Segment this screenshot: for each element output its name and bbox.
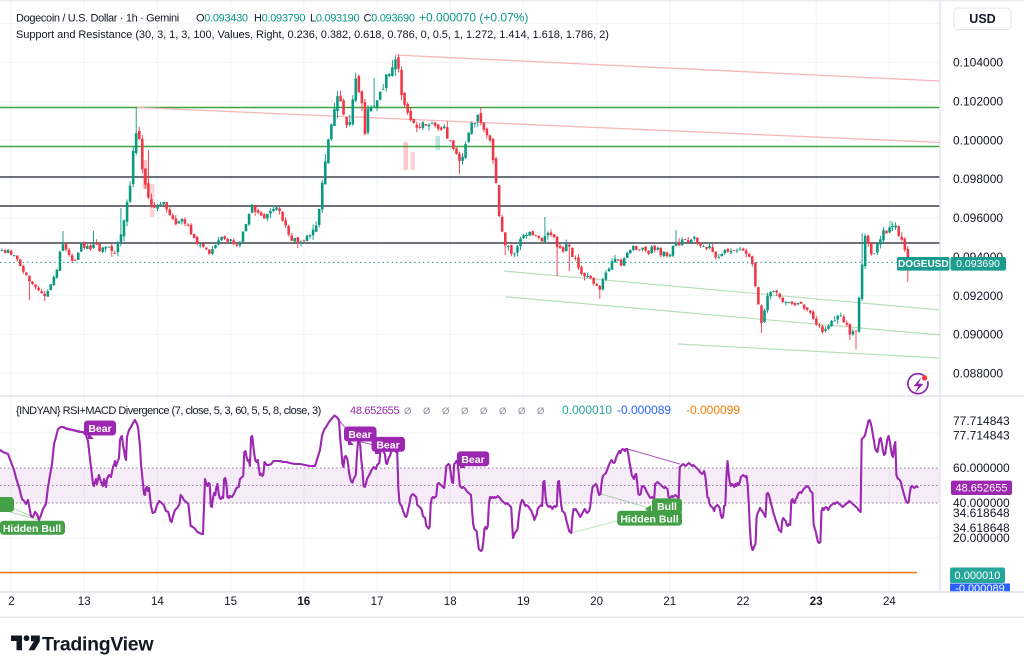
svg-text:60.000000: 60.000000: [953, 461, 1010, 475]
svg-text:H0.093790: H0.093790: [254, 13, 305, 25]
svg-text:23: 23: [810, 596, 823, 608]
svg-text:34.618648: 34.618648: [953, 506, 1010, 520]
svg-text:Ø: Ø: [537, 406, 545, 417]
svg-text:48.652655: 48.652655: [956, 482, 1008, 494]
svg-text:{INDYAN} RSI+MACD Divergence (: {INDYAN} RSI+MACD Divergence (7, close, …: [16, 405, 321, 417]
svg-text:0.102000: 0.102000: [953, 95, 1003, 109]
svg-text:0.100000: 0.100000: [953, 133, 1003, 147]
svg-text:22: 22: [737, 596, 750, 608]
svg-text:13: 13: [78, 596, 91, 608]
svg-text:0.088000: 0.088000: [953, 367, 1003, 381]
svg-text:0.000010: 0.000010: [562, 403, 612, 417]
svg-text:0.000010: 0.000010: [955, 570, 1001, 582]
svg-text:77.714843: 77.714843: [953, 428, 1010, 442]
svg-text:Ø: Ø: [461, 406, 469, 417]
svg-text:48.652655: 48.652655: [350, 405, 399, 417]
svg-text:0.098000: 0.098000: [953, 172, 1003, 186]
svg-text:-0.000099: -0.000099: [686, 403, 740, 417]
svg-text:15: 15: [224, 596, 237, 608]
svg-text:Support and Resistance (30, 3,: Support and Resistance (30, 3, 1, 3, 100…: [16, 29, 609, 41]
svg-text:0.096000: 0.096000: [953, 211, 1003, 225]
svg-text:Bear: Bear: [88, 423, 111, 435]
svg-text:20: 20: [590, 596, 603, 608]
svg-text:0.092000: 0.092000: [953, 289, 1003, 303]
svg-text:2: 2: [8, 596, 14, 608]
svg-text:O0.093430: O0.093430: [196, 13, 248, 25]
svg-text:TradingView: TradingView: [42, 634, 154, 656]
svg-text:Ø: Ø: [499, 406, 507, 417]
svg-text:Bear: Bear: [376, 440, 399, 452]
svg-text:Ø: Ø: [480, 406, 488, 417]
svg-text:Hidden Bull: Hidden Bull: [620, 513, 678, 525]
svg-text:Bear: Bear: [461, 454, 484, 466]
svg-text:17: 17: [371, 596, 384, 608]
svg-text:40.000000: 40.000000: [953, 496, 1010, 510]
svg-text:77.714843: 77.714843: [953, 414, 1010, 428]
svg-text:DOGEUSD: DOGEUSD: [898, 259, 949, 270]
svg-text:0.104000: 0.104000: [953, 56, 1003, 70]
svg-text:14: 14: [151, 596, 164, 608]
svg-text:18: 18: [444, 596, 457, 608]
svg-text:24: 24: [883, 596, 896, 608]
svg-text:L0.093190: L0.093190: [310, 13, 359, 25]
svg-text:20.000000: 20.000000: [953, 531, 1010, 545]
svg-text:Bear: Bear: [348, 429, 371, 441]
svg-text:USD: USD: [969, 12, 995, 26]
svg-text:Ø: Ø: [404, 406, 412, 417]
svg-text:+0.000070 (+0.07%): +0.000070 (+0.07%): [419, 11, 528, 25]
svg-text:Ø: Ø: [442, 406, 450, 417]
svg-text:Bull: Bull: [657, 501, 677, 513]
svg-text:34.618648: 34.618648: [953, 521, 1010, 535]
svg-text:C0.093690: C0.093690: [364, 13, 415, 25]
svg-text:0.093690: 0.093690: [956, 258, 1000, 270]
svg-text:21: 21: [663, 596, 676, 608]
svg-text:19: 19: [517, 596, 530, 608]
svg-text:-0.000089: -0.000089: [617, 403, 671, 417]
svg-text:16: 16: [297, 596, 310, 608]
svg-text:Ø: Ø: [518, 406, 526, 417]
svg-text:Hidden Bull: Hidden Bull: [3, 523, 61, 535]
svg-text:0.090000: 0.090000: [953, 328, 1003, 342]
svg-text:Dogecoin / U.S. Dollar · 1h ·: Dogecoin / U.S. Dollar · 1h · Gemini: [16, 13, 179, 25]
svg-text:Ø: Ø: [423, 406, 431, 417]
